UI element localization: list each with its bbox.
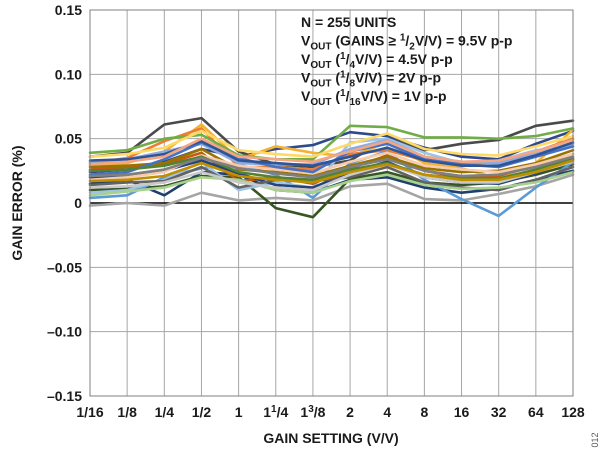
y-tick-label: –0.05 (47, 259, 82, 275)
axes (89, 9, 574, 397)
plot-frame (89, 9, 574, 397)
annotation-line-4: VOUT (1/8V/V) = 2V p-p (301, 70, 441, 90)
annotation-line-2: VOUT (GAINS ≥ 1/2V/V) = 9.5V p-p (301, 33, 512, 53)
y-tick-label: 0.05 (55, 131, 82, 147)
figure-id: 012 (590, 432, 600, 447)
x-tick-label: 1/16 (76, 404, 103, 420)
series-line-20 (88, 160, 575, 192)
annotation-line-5: VOUT (1/16V/V) = 1V p-p (301, 88, 447, 108)
y-axis-title: GAIN ERROR (%) (9, 145, 25, 260)
x-tick-label: 32 (491, 404, 507, 420)
series-line-18 (88, 129, 575, 158)
x-tick-label: 1 (235, 404, 243, 420)
y-tick-label: –0.15 (47, 388, 82, 404)
series-line-17 (88, 170, 575, 197)
series-lines (88, 116, 575, 219)
series-line-16 (88, 151, 575, 182)
x-tick-label: 13/8 (300, 404, 325, 420)
series-line-13 (88, 165, 575, 192)
y-tick-label: 0 (74, 195, 82, 211)
series-line-3 (88, 173, 575, 207)
x-tick-label: 2 (346, 404, 354, 420)
y-tick-label: –0.10 (47, 324, 82, 340)
series-line-25 (88, 155, 575, 179)
x-tick-label: 64 (528, 404, 544, 420)
x-tick-label: 11/4 (263, 404, 288, 420)
y-tick-label: 0.10 (55, 66, 82, 82)
x-tick-label: 1/8 (117, 404, 137, 420)
series-line-23 (88, 139, 575, 167)
y-tick-label: 0.15 (55, 2, 82, 18)
series-line-22 (88, 159, 575, 184)
annotation-line-3: VOUT (1/4V/V) = 4.5V p-p (301, 51, 453, 71)
x-tick-label: 8 (420, 404, 428, 420)
y-tick-labels: 0.15 0.10 0.05 0 –0.05 –0.10 –0.15 (47, 2, 82, 404)
x-tick-label: 1/2 (192, 404, 212, 420)
x-tick-label: 128 (561, 404, 585, 420)
x-tick-label: 16 (454, 404, 470, 420)
annotation-box: N = 255 UNITS VOUT (GAINS ≥ 1/2V/V) = 9.5… (301, 14, 512, 108)
series-line-24 (88, 137, 575, 166)
annotation-line-1: N = 255 UNITS (301, 14, 396, 30)
x-tick-labels: 1/16 1/8 1/4 1/2 1 11/4 13/8 2 4 8 16 32 64 128 (76, 404, 585, 420)
x-tick-label: 1/4 (155, 404, 175, 420)
x-axis-title: GAIN SETTING (V/V) (263, 430, 398, 446)
x-tick-label: 4 (383, 404, 391, 420)
series-line-9 (88, 124, 575, 161)
